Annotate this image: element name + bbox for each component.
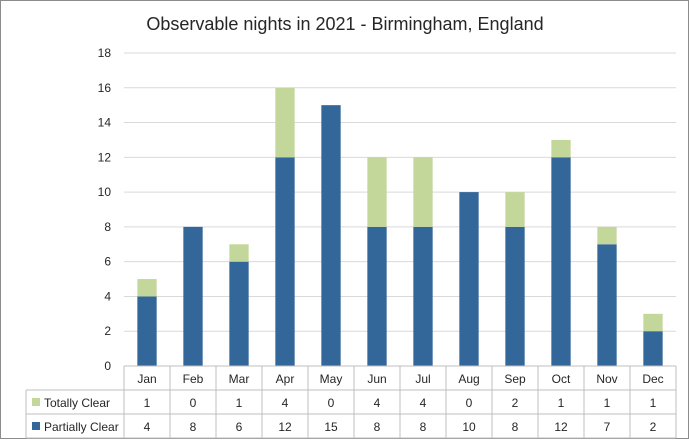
- x-tick-label-mar: Mar: [229, 372, 250, 386]
- x-tick-label-dec: Dec: [642, 372, 663, 386]
- bar-totally-clear-mar: [229, 244, 249, 262]
- bar-partially-clear-feb: [183, 226, 203, 366]
- bar-totally-clear-sep: [505, 192, 525, 227]
- table-cell-partially-clear-jan: 4: [144, 420, 151, 434]
- table-cell-partially-clear-jun: 8: [374, 420, 381, 434]
- legend-label-partially-clear: Partially Clear: [44, 420, 119, 434]
- bar-partially-clear-aug: [459, 192, 479, 366]
- table-cell-totally-clear-may: 0: [328, 396, 335, 410]
- x-tick-label-aug: Aug: [458, 372, 479, 386]
- bar-totally-clear-jun: [367, 157, 387, 227]
- legend-swatch-partially-clear: [32, 422, 40, 430]
- table-cell-partially-clear-may: 15: [324, 420, 338, 434]
- table-cell-partially-clear-mar: 6: [236, 420, 243, 434]
- x-tick-label-feb: Feb: [183, 372, 204, 386]
- x-tick-label-jan: Jan: [137, 372, 156, 386]
- table-cell-totally-clear-feb: 0: [190, 396, 197, 410]
- y-tick-label-16: 16: [98, 81, 112, 95]
- x-tick-label-jun: Jun: [367, 372, 386, 386]
- bar-totally-clear-oct: [551, 139, 571, 158]
- x-tick-label-apr: Apr: [276, 372, 295, 386]
- bar-partially-clear-jan: [137, 296, 157, 366]
- bar-totally-clear-dec: [643, 313, 663, 332]
- table-cell-totally-clear-jun: 4: [374, 396, 381, 410]
- table-cell-partially-clear-jul: 8: [420, 420, 427, 434]
- legend-swatch-totally-clear: [32, 398, 40, 406]
- bar-partially-clear-sep: [505, 226, 525, 366]
- table-cell-totally-clear-aug: 0: [466, 396, 473, 410]
- y-tick-label-12: 12: [98, 150, 112, 164]
- table-cell-partially-clear-dec: 2: [650, 420, 657, 434]
- y-tick-label-8: 8: [104, 220, 111, 234]
- y-tick-label-14: 14: [98, 116, 112, 130]
- bar-totally-clear-nov: [597, 226, 617, 245]
- bar-totally-clear-apr: [275, 87, 295, 158]
- y-tick-label-0: 0: [104, 359, 111, 373]
- y-axis-ticks: 0 2 4 6 8 10 12 14 16 18: [98, 46, 112, 373]
- x-tick-label-jul: Jul: [415, 372, 430, 386]
- bar-partially-clear-dec: [643, 331, 663, 366]
- table-cell-totally-clear-nov: 1: [604, 396, 611, 410]
- legend-label-totally-clear: Totally Clear: [44, 396, 110, 410]
- bar-partially-clear-may: [321, 105, 341, 367]
- table-cell-partially-clear-oct: 12: [554, 420, 568, 434]
- table-cell-partially-clear-aug: 10: [462, 420, 476, 434]
- table-cell-totally-clear-oct: 1: [558, 396, 565, 410]
- table-cell-totally-clear-dec: 1: [650, 396, 657, 410]
- bars: [137, 87, 663, 367]
- x-tick-label-oct: Oct: [552, 372, 571, 386]
- bar-partially-clear-nov: [597, 244, 617, 366]
- table-cell-totally-clear-sep: 2: [512, 396, 519, 410]
- table-cell-totally-clear-jul: 4: [420, 396, 427, 410]
- bar-partially-clear-mar: [229, 261, 249, 366]
- chart-title: Observable nights in 2021 - Birmingham, …: [146, 14, 543, 34]
- x-tick-label-nov: Nov: [596, 372, 617, 386]
- y-tick-label-6: 6: [104, 255, 111, 269]
- y-tick-label-18: 18: [98, 46, 112, 60]
- table-cell-totally-clear-apr: 4: [282, 396, 289, 410]
- table-cell-partially-clear-nov: 7: [604, 420, 611, 434]
- table-cell-partially-clear-apr: 12: [278, 420, 292, 434]
- table-cell-partially-clear-feb: 8: [190, 420, 197, 434]
- bar-partially-clear-jul: [413, 226, 433, 366]
- bar-partially-clear-oct: [551, 157, 571, 366]
- y-tick-label-4: 4: [104, 289, 111, 303]
- y-tick-label-10: 10: [98, 185, 112, 199]
- table-cell-totally-clear-mar: 1: [236, 396, 243, 410]
- bar-partially-clear-jun: [367, 226, 387, 366]
- table-cell-totally-clear-jan: 1: [144, 396, 151, 410]
- y-tick-label-2: 2: [104, 324, 111, 338]
- x-tick-label-may: May: [320, 372, 343, 386]
- table-cell-partially-clear-sep: 8: [512, 420, 519, 434]
- bar-totally-clear-jan: [137, 279, 157, 297]
- data-table: Jan Feb Mar Apr May Jun Jul Aug Sep Oct Nov Dec Tota…: [25, 365, 677, 439]
- x-tick-label-sep: Sep: [504, 372, 526, 386]
- bar-totally-clear-jul: [413, 157, 433, 227]
- bar-partially-clear-apr: [275, 157, 295, 366]
- grid-lines: [124, 52, 676, 367]
